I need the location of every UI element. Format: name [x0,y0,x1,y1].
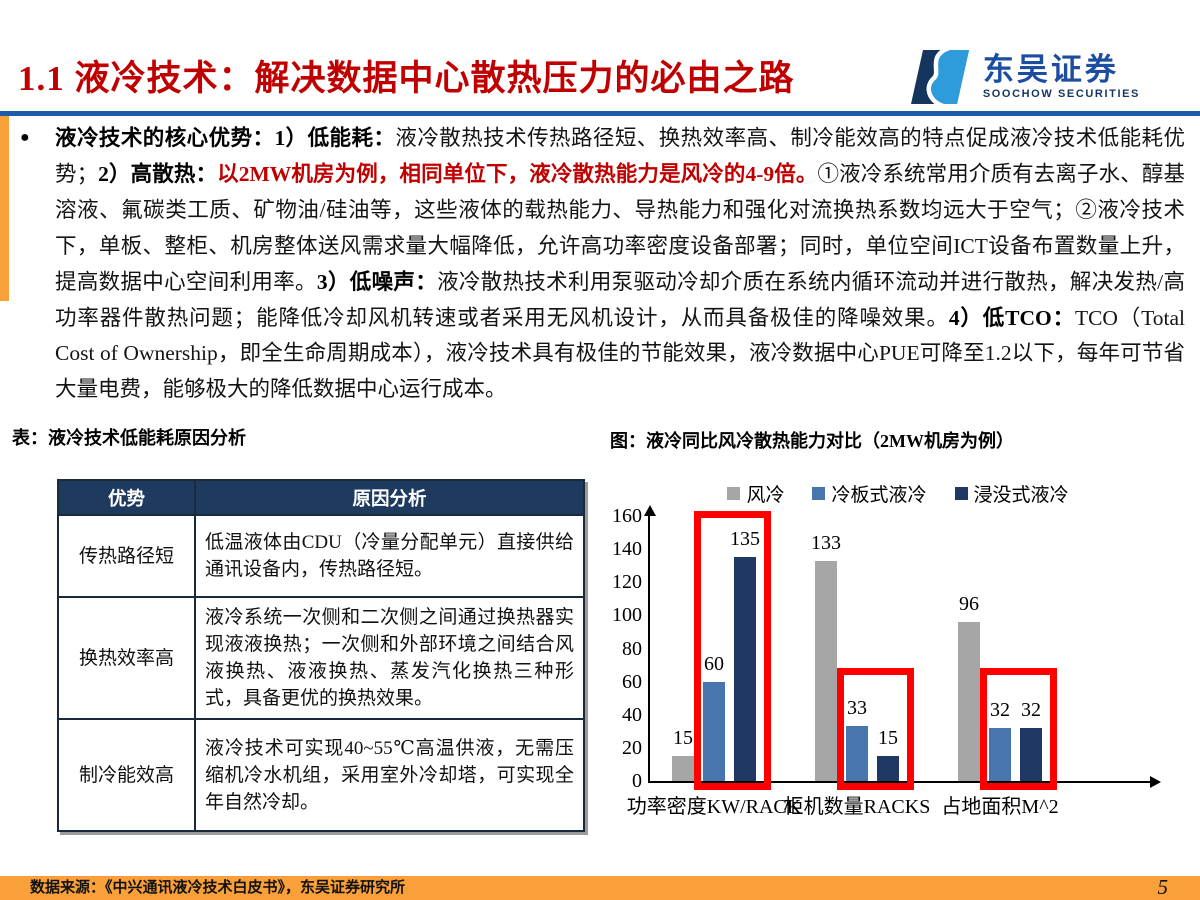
table-row: 制冷能效高 液冷技术可实现40~55℃高温供液，无需压缩机冷水机组，采用室外冷却… [57,718,585,832]
header-divider-line [0,111,1200,116]
para-segment: ①液冷系统常用介质有去离子水、醇基溶液、氟碳类工质、矿物油/硅油等，这些液体的载… [55,161,1185,294]
logo-name-en: SOOCHOW SECURITIES [982,88,1140,100]
bar-value-label: 96 [959,593,979,615]
data-source-note: 数据来源：《中兴通讯液冷技术白皮书》，东吴证券研究所 [30,880,406,896]
table-cell-advantage: 制冷能效高 [57,718,196,832]
legend-item: 冷板式液冷 [812,480,927,507]
table-cell-advantage: 传热路径短 [57,514,196,598]
legend-item: 风冷 [727,480,784,507]
left-accent-stripe [0,116,9,301]
y-tick-label: 100 [612,604,642,627]
highlight-box [980,668,1057,790]
table-header-row: 优势 原因分析 [57,479,585,516]
y-tick-label: 160 [612,505,642,527]
para-segment: 液冷技术的核心优势：1）低能耗： [55,126,396,150]
legend-swatch-icon [812,487,826,500]
bar-value-label: 135 [730,528,760,551]
legend-item: 浸没式液冷 [954,480,1069,507]
table-cell-analysis: 低温液体由CDU（冷量分配单元）直接供给通讯设备内，传热路径短。 [194,514,585,598]
logo-text: 东吴证券 SOOCHOW SECURITIES [983,54,1140,100]
y-axis-arrow-icon [644,505,656,516]
bar [815,560,837,781]
category-label: 占地面积M^2 [941,796,1059,818]
chart-legend: 风冷 冷板式液冷 浸没式液冷 [648,480,1148,507]
bar-value-label: 60 [704,652,724,675]
bar-value-label: 15 [878,727,898,750]
footer-bar: 数据来源：《中兴通讯液冷技术白皮书》，东吴证券研究所 5 [0,875,1200,900]
bar [703,681,725,781]
bar-value-label: 133 [811,531,841,554]
highlight-box [694,511,771,790]
table-caption: 表：液冷技术低能耗原因分析 [12,428,246,448]
table-cell-advantage: 换热效率高 [57,596,196,720]
para-segment: TCO（Total Cost of Ownership，即全生命周期成本），液冷… [55,305,1186,402]
logo-name-cn: 东吴证券 [982,52,1119,87]
bar [1020,728,1042,781]
y-tick-label: 80 [622,637,642,660]
bar [672,756,694,781]
soochow-logo-icon [910,50,969,104]
y-tick-label: 140 [612,538,642,561]
bar-value-label: 15 [673,727,693,750]
bar [877,756,899,781]
table-cell-analysis: 液冷系统一次侧和二次侧之间通过换热器实现液液换热；一次侧和外部环境之间结合风液换… [194,596,585,720]
bar [989,728,1011,781]
bar [958,622,980,781]
bar-value-label: 33 [847,697,867,720]
legend-label: 风冷 [746,485,785,506]
y-tick-label: 60 [622,670,642,693]
bullet-marker: ● [20,129,30,146]
para-segment: 以2MW机房为例，相同单位下，液冷散热能力是风冷的4-9倍。 [217,161,818,186]
para-segment: 2）高散热： [98,161,218,186]
table-header-analysis: 原因分析 [194,479,585,516]
bar-value-label: 32 [990,699,1010,721]
x-axis-arrow-icon [1150,776,1161,788]
legend-swatch-icon [727,487,741,500]
table-header-advantage: 优势 [57,479,196,516]
y-tick-label: 40 [622,703,642,726]
company-logo: 东吴证券 SOOCHOW SECURITIES [909,50,1140,104]
para-segment: 4）低TCO： [948,305,1075,330]
chart-plot-area: 0 20 40 60 80 100 120 140 160 15 60 135 功率密度KW/RACK 1… [612,505,1161,818]
y-tick-label: 0 [632,770,642,792]
bar-value-label: 32 [1021,699,1041,721]
table-cell-analysis: 液冷技术可实现40~55℃高温供液，无需压缩机冷水机组，采用室外冷却塔，可实现全… [194,718,585,832]
page-title: 1.1 液冷技术：解决数据中心散热压力的必由之路 [18,59,795,98]
category-label: 功率密度KW/RACK [626,796,802,818]
y-tick-label: 120 [612,571,642,594]
category-label: 柜机数量RACKS [783,796,931,818]
table-row: 换热效率高 液冷系统一次侧和二次侧之间通过换热器实现液液换热；一次侧和外部环境之… [57,596,585,720]
legend-label: 浸没式液冷 [973,485,1069,506]
bar-chart: 风冷 冷板式液冷 浸没式液冷 0 20 40 60 80 100 120 140 160 15 60 13… [600,470,1200,850]
page-number: 5 [1157,875,1169,899]
bar [846,726,868,781]
legend-label: 冷板式液冷 [831,485,927,506]
para-segment: 3）低噪声： [316,269,438,294]
figure-caption: 图：液冷同比风冷散热能力对比（2MW机房为例） [610,431,1014,451]
analysis-table: 优势 原因分析 传热路径短 低温液体由CDU（冷量分配单元）直接供给通讯设备内，… [57,479,585,832]
para-segment: 液冷散热技术传热路径短、换热效率高、制冷能效高的特点促成液冷技术低能耗优势； [55,126,1185,186]
y-tick-label: 20 [622,736,642,759]
highlight-box [837,668,914,790]
table-row: 传热路径短 低温液体由CDU（冷量分配单元）直接供给通讯设备内，传热路径短。 [57,514,585,598]
bar [734,557,756,781]
para-segment: 液冷散热技术利用泵驱动冷却介质在系统内循环流动并进行散热，解决发热/高功率器件散… [55,269,1185,330]
body-paragraph: 液冷技术的核心优势：1）低能耗：液冷散热技术传热路径短、换热效率高、制冷能效高的… [55,121,1185,408]
legend-swatch-icon [954,487,968,500]
